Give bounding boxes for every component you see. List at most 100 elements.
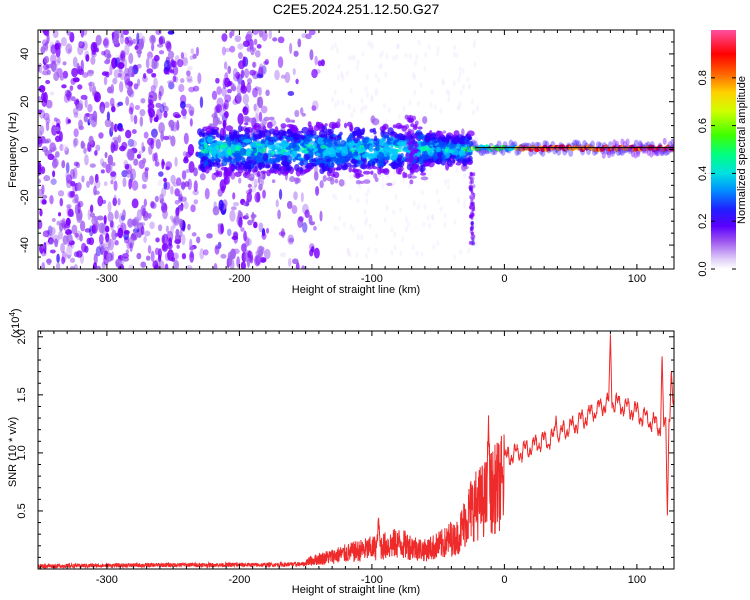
spectrogram-cell	[289, 176, 296, 183]
spectrogram-cell	[132, 38, 137, 45]
spectrogram-cell	[410, 147, 415, 153]
spectrogram-cell	[333, 224, 337, 231]
spectrogram-cell	[163, 135, 169, 141]
spectrogram-cell	[388, 152, 392, 157]
spectrogram-cell	[174, 188, 181, 197]
spectrogram-cell	[328, 152, 336, 158]
spectrogram-cell	[289, 42, 293, 55]
spectrogram-cell	[256, 44, 262, 49]
spectrogram-cell	[363, 208, 367, 215]
spectrogram-cell	[413, 123, 418, 129]
spectrogram-cell	[264, 58, 270, 65]
spectrogram-cell	[227, 65, 232, 75]
spectrogram-cell	[219, 135, 224, 141]
spectrogram-cell	[413, 155, 418, 161]
spectrogram-cell	[388, 163, 396, 167]
spectrogram-cell	[140, 225, 145, 236]
spectrogram-cell	[436, 240, 440, 247]
spectrogram-cell	[347, 251, 351, 258]
spectrogram-y-tick-label: -20	[19, 189, 31, 205]
spectrogram-cell	[157, 224, 163, 232]
spectrogram-cell	[399, 133, 405, 141]
spectrogram-cell	[470, 231, 474, 236]
spectrogram-cell	[172, 181, 179, 187]
spectrogram-cell	[150, 250, 155, 262]
spectrogram-cell	[197, 72, 202, 84]
spectrogram-cell	[66, 89, 71, 101]
spectrogram-cell	[213, 201, 217, 211]
spectrogram-cell	[294, 177, 299, 185]
spectrogram-cell	[158, 37, 164, 45]
spectrogram-cell	[299, 158, 303, 162]
spectrogram-cell	[206, 233, 213, 239]
spectrogram-cell	[240, 227, 245, 232]
spectrogram-cell	[124, 73, 130, 86]
spectrogram-cell	[230, 145, 236, 152]
spectrogram-cell	[229, 210, 236, 222]
spectrogram-cell	[112, 136, 120, 142]
spectrogram-cell	[251, 61, 257, 69]
spectrogram-cell	[401, 235, 405, 242]
spectrogram-cell	[322, 149, 330, 157]
spectrogram-cell	[409, 153, 414, 159]
spectrogram-cell	[469, 195, 473, 200]
spectrogram-cell	[172, 75, 177, 83]
spectrogram-cell	[65, 162, 70, 174]
spectrogram-cell	[312, 142, 317, 148]
spectrogram-cell	[47, 153, 55, 161]
spectrogram-cell	[330, 157, 338, 162]
spectrogram-cell	[52, 170, 56, 178]
spectrogram-cell	[470, 139, 476, 148]
spectrogram-cell	[446, 159, 453, 166]
spectrogram-cell	[267, 144, 275, 150]
spectrogram-cell	[241, 156, 246, 165]
spectrogram-cell	[609, 147, 614, 155]
spectrogram-cell	[381, 134, 389, 139]
spectrogram-cell	[170, 135, 176, 147]
spectrogram-cell	[386, 137, 394, 142]
spectrogram-cell	[249, 142, 257, 148]
spectrogram-cell	[430, 89, 434, 96]
spectrogram-cell	[60, 242, 65, 254]
spectrogram-cell	[333, 89, 337, 96]
spectrogram-cell	[452, 51, 456, 58]
spectrogram-cell	[247, 77, 253, 85]
spectrogram-cell	[60, 36, 67, 47]
spectrogram-cell	[311, 105, 317, 111]
spectrogram-cell	[363, 179, 371, 184]
spectrogram-cell	[38, 96, 42, 102]
spectrogram-cell	[633, 151, 638, 159]
spectrogram-cell	[455, 52, 459, 59]
spectrogram-cell	[473, 222, 477, 229]
spectrogram-cell	[246, 173, 255, 181]
spectrogram-cell	[225, 136, 231, 144]
spectrogram-cell	[253, 124, 260, 128]
spectrogram-cell	[221, 185, 225, 194]
spectrogram-cell	[162, 209, 168, 220]
spectrogram-cell	[121, 141, 128, 150]
spectrogram-cell	[154, 157, 160, 167]
spectrogram-cell	[335, 148, 341, 154]
spectrogram-cell	[307, 150, 314, 158]
spectrogram-cell	[408, 118, 413, 124]
colorbar-tick-label: 0.4	[697, 166, 709, 181]
spectrogram-cell	[396, 43, 400, 50]
spectrogram-cell	[69, 257, 76, 263]
spectrogram-cell	[133, 83, 139, 90]
spectrogram-cell	[149, 221, 155, 230]
spectrogram-cell	[415, 53, 419, 60]
spectrogram-cell	[62, 70, 69, 79]
spectrogram-cell	[356, 234, 360, 241]
spectrogram-cell	[131, 129, 137, 134]
spectrogram-cell	[280, 252, 287, 258]
spectrogram-cell	[41, 92, 46, 102]
spectrogram-cell	[54, 135, 61, 143]
spectrogram-cell	[88, 135, 94, 145]
spectrogram-cell	[298, 216, 304, 222]
spectrogram-cell	[45, 118, 51, 124]
spectrogram-cell	[77, 65, 83, 75]
spectrogram-cell	[453, 219, 457, 226]
spectrogram-cell	[227, 148, 232, 155]
spectrogram-cell	[247, 183, 253, 188]
spectrogram-cell	[256, 96, 261, 107]
